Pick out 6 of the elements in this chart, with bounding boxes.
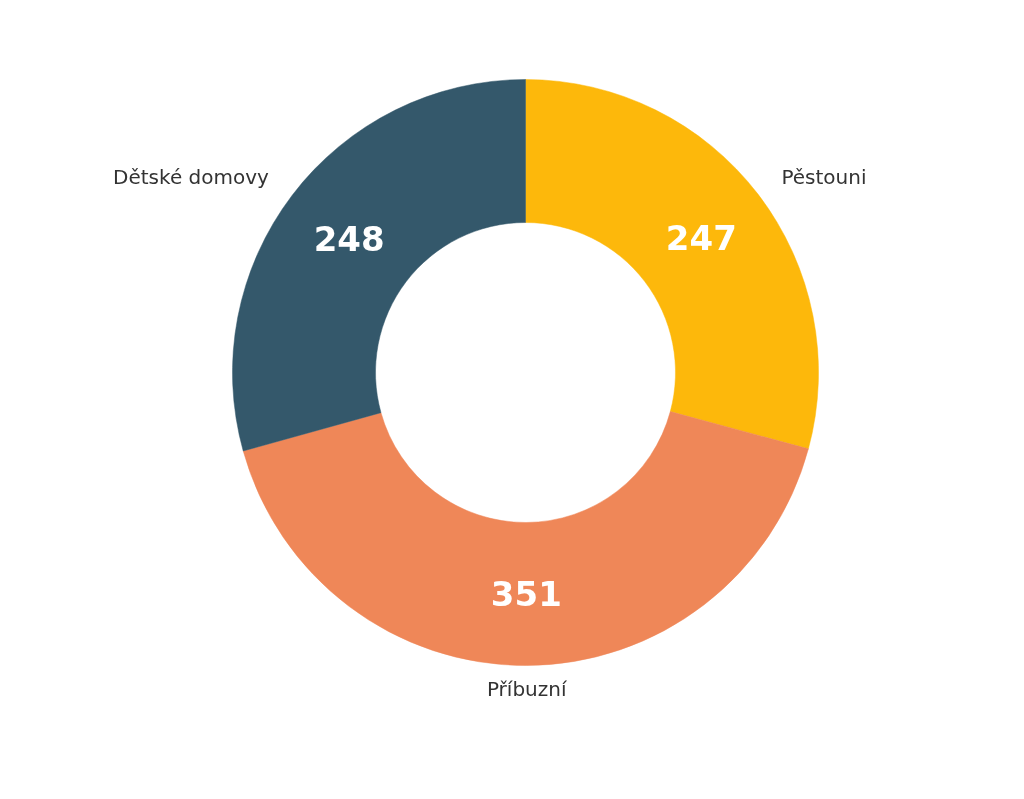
slice-label: Pěstouni — [781, 164, 867, 189]
slice-label: Příbuzní — [486, 677, 568, 702]
data-label: 247 — [665, 218, 737, 259]
slice-label: Dětské domovy — [113, 165, 270, 190]
data-label: 351 — [490, 574, 562, 615]
data-label: 248 — [313, 218, 385, 259]
